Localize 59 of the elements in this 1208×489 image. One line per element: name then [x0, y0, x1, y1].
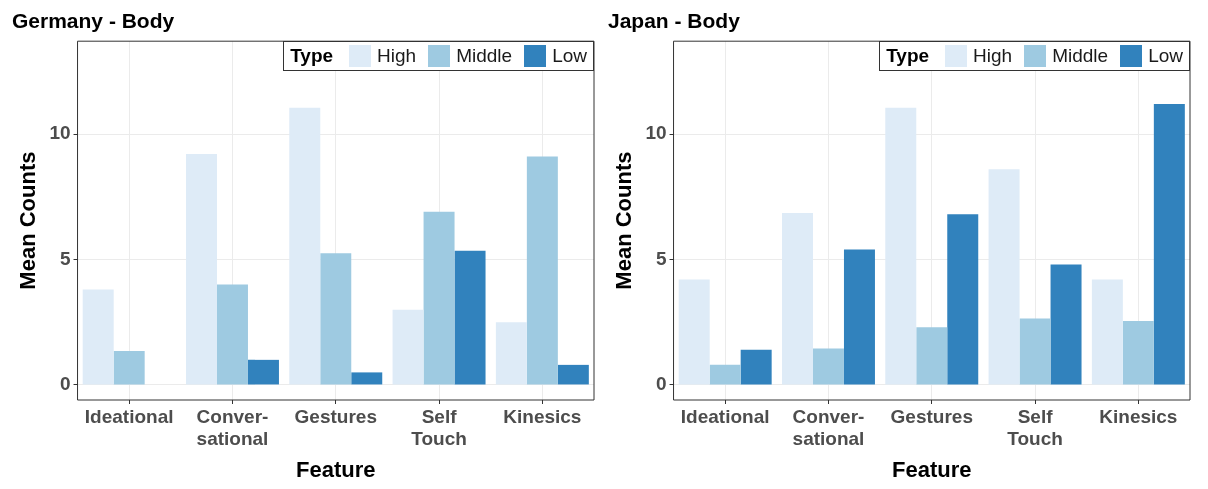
y-tick-label: 0 — [655, 373, 667, 395]
x-tick-label: Conver- sational — [792, 405, 865, 450]
legend-label: High — [973, 45, 1013, 68]
x-tick-label: Conver- sational — [196, 405, 269, 450]
bar — [916, 327, 948, 385]
x-axis-title: Feature — [296, 456, 376, 482]
legend-label: Low — [1148, 45, 1183, 68]
y-axis-title: Mean Counts — [611, 151, 637, 290]
x-axis-title: Feature — [892, 456, 972, 482]
bar — [185, 154, 217, 385]
bar — [843, 249, 875, 385]
legend-label: Low — [552, 45, 587, 68]
bar — [82, 289, 114, 385]
legend-title: Type — [886, 45, 930, 68]
bar — [1153, 103, 1185, 385]
chart-title: Germany - Body — [12, 9, 175, 33]
bar — [289, 107, 321, 385]
bar — [781, 213, 813, 385]
y-axis-title: Mean Counts — [15, 151, 41, 290]
bar — [216, 284, 248, 385]
legend-label: High — [377, 45, 417, 68]
bar — [988, 169, 1020, 385]
bar — [454, 250, 486, 385]
bar — [678, 279, 710, 385]
legend-title: Type — [290, 45, 334, 68]
legend-label: Middle — [1052, 45, 1109, 68]
y-tick-label: 0 — [59, 373, 71, 395]
x-tick-label: Self Touch — [1007, 405, 1063, 450]
bar — [392, 309, 424, 385]
y-tick-label: 5 — [655, 247, 667, 269]
x-tick-label: Kinesics — [503, 405, 582, 427]
x-tick-label: Kinesics — [1099, 405, 1178, 427]
x-tick-label: Gestures — [890, 405, 973, 427]
bar — [351, 372, 383, 385]
bar — [423, 211, 455, 385]
x-tick-label: Gestures — [294, 405, 377, 427]
bar — [320, 253, 352, 385]
bar — [1091, 279, 1123, 385]
bar — [1019, 318, 1051, 385]
bar — [812, 348, 844, 385]
bar — [947, 214, 979, 385]
x-tick-label: Ideational — [84, 405, 174, 427]
y-tick-label: 5 — [59, 247, 71, 269]
bar — [113, 351, 145, 385]
bar — [1050, 264, 1082, 385]
bar — [495, 322, 527, 385]
bar — [526, 156, 558, 385]
bar — [740, 349, 772, 385]
y-tick-label: 10 — [645, 122, 667, 144]
bar — [885, 107, 917, 385]
y-tick-label: 10 — [49, 122, 71, 144]
bar — [1122, 320, 1154, 385]
bar — [709, 364, 741, 385]
x-tick-label: Self Touch — [411, 405, 467, 450]
legend-label: Middle — [456, 45, 513, 68]
bar — [247, 359, 279, 385]
chart-title: Japan - Body — [608, 9, 741, 33]
bar — [557, 364, 589, 385]
x-tick-label: Ideational — [680, 405, 770, 427]
